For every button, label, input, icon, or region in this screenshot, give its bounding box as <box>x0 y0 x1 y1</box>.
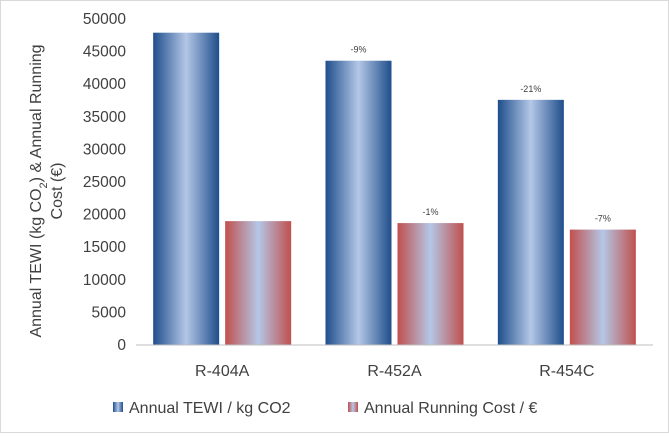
y-tick-label: 15000 <box>83 239 126 256</box>
bars: -9% -1% -21% -7% <box>153 32 636 346</box>
bar-tewi <box>497 99 564 346</box>
legend-swatch-cost <box>348 402 358 412</box>
y-tick-label: 0 <box>117 337 126 354</box>
data-label: -1% <box>422 207 438 217</box>
x-tick-label: R-452A <box>367 363 422 380</box>
legend-label-cost: Annual Running Cost / € <box>364 400 538 417</box>
y-tick-label: 30000 <box>83 141 126 158</box>
y-tick-label: 35000 <box>83 109 126 126</box>
bar-tewi <box>153 32 220 345</box>
bar-running-cost <box>397 223 464 345</box>
y-tick-label: 5000 <box>92 304 127 321</box>
y-tick-label: 40000 <box>83 76 126 93</box>
bar-running-cost <box>225 221 292 345</box>
legend: Annual TEWI / kg CO2 Annual Running Cost… <box>113 400 538 417</box>
y-axis-title-line2: Cost (€) <box>49 163 66 220</box>
x-tick-label: R-404A <box>195 363 250 380</box>
bar-tewi <box>325 60 392 346</box>
legend-swatch-tewi <box>113 402 123 412</box>
legend-label-tewi: Annual TEWI / kg CO2 <box>129 400 291 417</box>
y-tick-label: 10000 <box>83 272 126 289</box>
y-tick-label: 50000 <box>83 11 126 28</box>
y-tick-label: 45000 <box>83 44 126 61</box>
y-tick-label: 20000 <box>83 207 126 224</box>
data-label: -21% <box>520 84 541 94</box>
data-label: -7% <box>595 214 611 224</box>
data-label: -9% <box>350 45 366 55</box>
y-axis: 0 5000 10000 15000 20000 25000 30000 35000 40000… <box>83 11 126 354</box>
y-axis-title: Annual TEWI (kg CO2) & Annual Running <box>28 44 50 337</box>
x-tick-label: R-454C <box>539 363 594 380</box>
y-tick-label: 25000 <box>83 174 126 191</box>
bar-running-cost <box>569 229 636 345</box>
x-axis: R-404A R-452A R-454C <box>195 363 594 380</box>
